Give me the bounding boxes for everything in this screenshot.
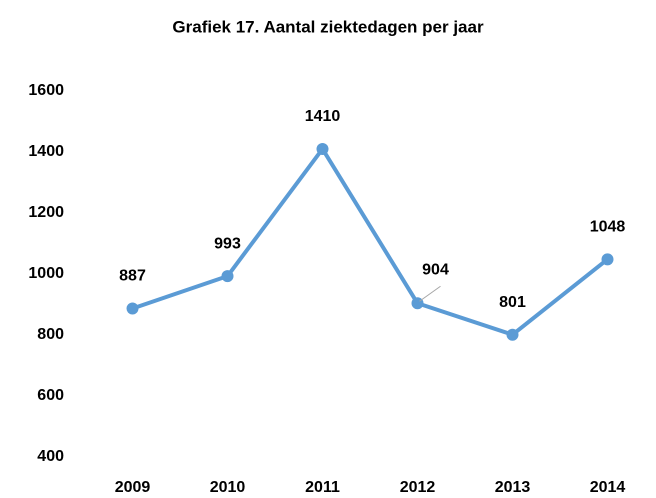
data-label: 801 [499,294,526,311]
data-label: 887 [119,268,146,285]
leader-line [419,285,441,302]
y-tick-label: 800 [37,326,64,343]
y-tick-label: 1600 [28,82,64,99]
x-tick-label: 2013 [495,479,531,496]
data-label: 1048 [590,219,626,236]
marker [316,142,329,155]
y-tick-label: 1000 [28,265,64,282]
x-tick-label: 2011 [305,479,340,496]
data-label: 993 [214,235,241,252]
x-tick-label: 2014 [590,479,626,496]
data-label: 904 [422,261,449,278]
marker [221,270,234,283]
data-label: 1410 [305,108,341,125]
marker [506,328,519,341]
y-tick-label: 1400 [28,143,64,160]
y-tick-label: 600 [37,387,64,404]
marker [601,253,614,266]
marker [411,297,424,310]
marker [126,302,139,315]
line [131,146,609,337]
x-tick-label: 2009 [115,479,151,496]
x-tick-label: 2010 [210,479,246,496]
chart-title: Grafiek 17. Aantal ziektedagen per jaar [172,17,484,36]
x-tick-label: 2012 [400,479,436,496]
y-tick-label: 400 [37,448,64,465]
y-tick-label: 1200 [28,204,64,221]
